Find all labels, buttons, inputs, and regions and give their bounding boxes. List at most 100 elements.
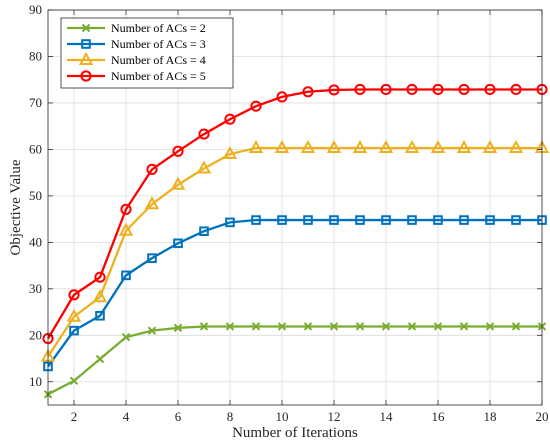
data-point <box>120 203 132 215</box>
data-point <box>81 39 91 49</box>
data-point <box>352 139 368 154</box>
data-point <box>433 322 443 331</box>
data-point <box>196 160 212 174</box>
data-point <box>225 217 235 228</box>
series-layer <box>40 83 550 399</box>
data-point <box>329 322 339 331</box>
data-point <box>173 238 183 249</box>
data-point <box>146 163 158 175</box>
data-point <box>510 83 522 96</box>
data-point <box>381 215 391 225</box>
series-line <box>47 325 542 396</box>
data-point <box>484 83 496 96</box>
x-tick-label: 10 <box>276 409 289 424</box>
marker-stroke <box>407 322 417 331</box>
y-tick-label: 20 <box>29 327 42 342</box>
marker-stroke <box>381 322 391 331</box>
y-axis-label: Objective Value <box>8 159 24 255</box>
data-point <box>199 226 209 236</box>
data-point <box>459 215 469 225</box>
data-point <box>80 70 92 82</box>
x-tick-label: 2 <box>71 409 78 424</box>
marker-stroke <box>199 322 209 331</box>
data-point <box>173 323 183 333</box>
x-tick-label: 18 <box>484 409 497 424</box>
data-point <box>66 308 82 322</box>
x-tick-label: 12 <box>328 409 341 424</box>
data-point <box>250 100 262 112</box>
data-point <box>92 289 108 303</box>
data-point <box>329 215 339 225</box>
data-point <box>459 322 469 331</box>
data-point <box>407 215 417 225</box>
marker-stroke <box>329 322 339 331</box>
data-point <box>274 139 290 154</box>
marker-stroke <box>277 322 287 331</box>
data-point <box>69 325 79 336</box>
data-point <box>94 271 106 283</box>
series-2 <box>43 215 547 372</box>
marker-stroke <box>355 322 365 331</box>
x-tick-label: 6 <box>175 409 182 424</box>
data-point <box>172 145 184 157</box>
data-point <box>248 139 264 154</box>
data-point <box>381 322 391 331</box>
data-point <box>508 139 524 154</box>
data-point <box>225 322 235 331</box>
legend-label: Number of ACs = 5 <box>111 69 206 83</box>
marker-stroke <box>251 322 261 331</box>
x-tick-label: 16 <box>432 409 446 424</box>
data-point <box>406 83 418 96</box>
data-point <box>95 354 105 364</box>
data-point <box>432 83 444 96</box>
data-point <box>121 332 131 342</box>
data-point <box>78 51 94 65</box>
data-point <box>251 322 261 331</box>
data-point <box>224 113 236 125</box>
legend-item-3: Number of ACs = 4 <box>67 51 206 67</box>
series-1 <box>43 322 547 399</box>
data-point <box>303 215 313 225</box>
marker-stroke <box>485 322 495 331</box>
y-tick-label: 10 <box>29 374 42 389</box>
data-point <box>458 83 470 96</box>
data-point <box>95 310 105 321</box>
data-point <box>170 176 186 190</box>
data-point <box>354 83 366 96</box>
marker-stroke <box>459 322 469 331</box>
y-tick-label: 90 <box>29 2 42 17</box>
marker-stroke <box>95 354 105 364</box>
data-point <box>511 322 521 331</box>
legend: Number of ACs = 2 Number of ACs = 3 Number… <box>60 17 234 89</box>
data-point <box>118 222 134 236</box>
x-tick-label: 4 <box>123 409 130 424</box>
data-point <box>485 215 495 225</box>
data-point <box>147 253 157 263</box>
data-point <box>147 326 157 335</box>
data-point <box>456 139 472 154</box>
data-point <box>404 139 420 154</box>
x-tick-label: 20 <box>536 409 549 424</box>
marker-stroke <box>511 322 521 331</box>
legend-label: Number of ACs = 4 <box>111 53 206 67</box>
marker-stroke <box>69 376 79 386</box>
series-4 <box>42 83 548 345</box>
data-point <box>485 322 495 331</box>
legend-item-1: Number of ACs = 2 <box>67 21 206 35</box>
data-point <box>430 139 446 154</box>
legend-item-4: Number of ACs = 5 <box>67 69 206 83</box>
data-point <box>511 215 521 225</box>
marker-stroke <box>225 322 235 331</box>
data-point <box>355 322 365 331</box>
legend-label: Number of ACs = 2 <box>111 21 206 35</box>
plot-frame <box>47 9 543 406</box>
data-point <box>277 322 287 331</box>
data-point <box>144 196 160 210</box>
data-point <box>69 376 79 386</box>
data-point <box>300 139 316 154</box>
data-point <box>251 215 261 225</box>
x-axis-label: Number of Iterations <box>232 425 358 441</box>
x-tick-label: 14 <box>380 409 394 424</box>
data-point <box>407 322 417 331</box>
